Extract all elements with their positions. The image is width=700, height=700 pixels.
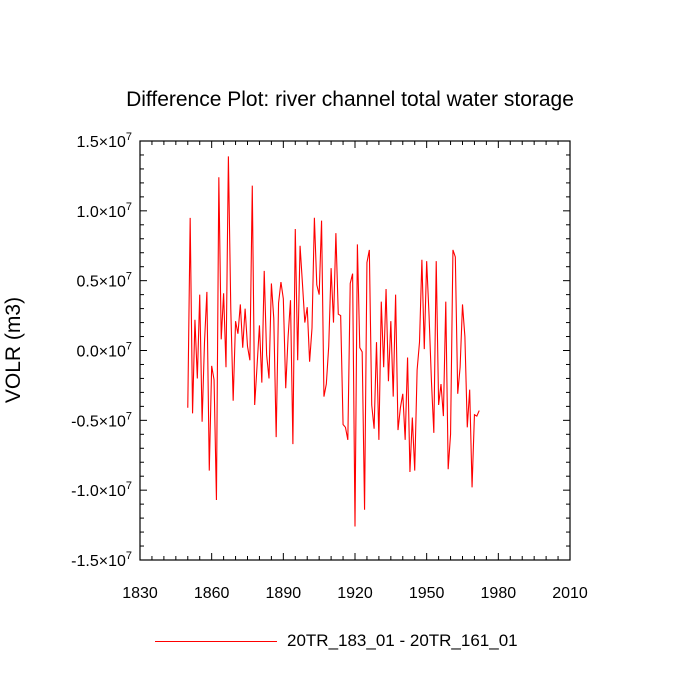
y-tick-label: 0.5×107 bbox=[76, 271, 132, 291]
legend: 20TR_183_01 - 20TR_161_01 bbox=[155, 629, 518, 653]
x-tick-label: 1920 bbox=[337, 585, 373, 602]
y-tick-label: 0.0×107 bbox=[76, 341, 132, 361]
legend-label: 20TR_183_01 - 20TR_161_01 bbox=[287, 631, 518, 650]
x-tick-label: 1890 bbox=[266, 585, 302, 602]
x-tick-label: 1980 bbox=[481, 585, 517, 602]
x-tick-label: 1860 bbox=[194, 585, 230, 602]
x-tick-label: 1830 bbox=[122, 585, 158, 602]
x-tick-label: 2010 bbox=[552, 585, 588, 602]
y-tick-label: 1.0×107 bbox=[76, 201, 132, 221]
series-line bbox=[187, 156, 480, 527]
y-tick-label: -0.5×107 bbox=[71, 410, 132, 430]
chart-title: Difference Plot: river channel total wat… bbox=[126, 88, 574, 111]
x-tick-label: 1950 bbox=[409, 585, 445, 602]
y-tick-label: 1.5×107 bbox=[76, 131, 132, 151]
legend-line-swatch bbox=[155, 640, 277, 642]
y-tick-label: -1.5×107 bbox=[71, 550, 132, 570]
y-tick-label: -1.0×107 bbox=[71, 480, 132, 500]
